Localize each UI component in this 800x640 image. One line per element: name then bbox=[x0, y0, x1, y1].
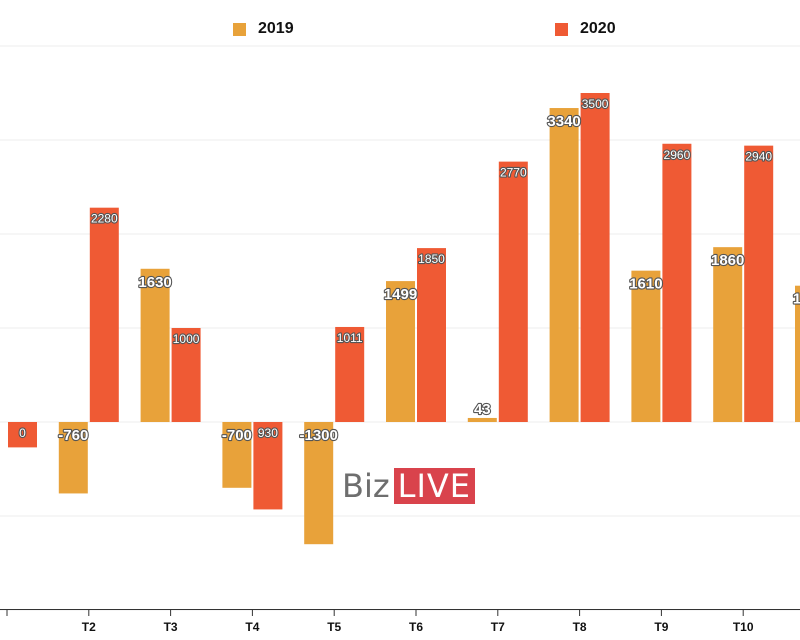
x-tick-label-T10: T10 bbox=[733, 620, 754, 634]
data-label-2020-T5: 1011 bbox=[337, 331, 363, 345]
bar-2020-T8 bbox=[580, 93, 610, 422]
legend-swatch-2020 bbox=[555, 22, 568, 36]
x-axis: T2T3T4T5T6T7T8T9T10T11 bbox=[0, 609, 800, 634]
bar-2020-T4 bbox=[253, 422, 283, 510]
watermark-biz: Biz bbox=[342, 467, 390, 505]
data-label-2019-T3: 1630 bbox=[138, 274, 171, 291]
x-tick-label-T6: T6 bbox=[409, 620, 423, 634]
bar-2020-T9 bbox=[662, 143, 692, 422]
data-label-2020-T9: 2960 bbox=[664, 148, 691, 162]
legend-item-2019: 2019 bbox=[233, 20, 294, 38]
data-label-2020-T7: 2770 bbox=[500, 166, 527, 180]
bar-2020-T5 bbox=[335, 326, 365, 422]
data-label-2020-T8: 3500 bbox=[582, 97, 609, 111]
data-label-2020-T1: 0 bbox=[19, 426, 26, 440]
bar-2019-T4 bbox=[222, 422, 252, 488]
legend-item-2020: 2020 bbox=[555, 20, 616, 38]
bar-2019-T7 bbox=[467, 417, 497, 422]
data-label-2020-T10: 2940 bbox=[745, 150, 772, 164]
bizlive-watermark-logo: Biz LIVE bbox=[342, 467, 476, 505]
data-label-2019-T5: -1300 bbox=[300, 427, 338, 444]
bars bbox=[8, 93, 800, 545]
bar-2019-T9 bbox=[631, 270, 661, 422]
x-tick-label-T4: T4 bbox=[245, 620, 259, 634]
data-label-2019-T7: 43 bbox=[474, 401, 491, 418]
bar-2019-T8 bbox=[549, 108, 579, 422]
bar-2020-T2 bbox=[89, 207, 119, 422]
data-label-2019-T10: 1860 bbox=[711, 252, 744, 269]
data-labels: 0 -760 2280 1630 1000 -700 930 -1300 1011 1499 185… bbox=[18, 96, 800, 445]
data-label-2020-T4: 930 bbox=[258, 426, 278, 440]
x-tick-label-T9: T9 bbox=[654, 620, 668, 634]
bar-2020-T7 bbox=[498, 161, 528, 422]
bar-2019-T2 bbox=[58, 422, 88, 494]
bar-2020-T10 bbox=[744, 145, 774, 422]
data-label-2019-T2: -760 bbox=[58, 427, 88, 444]
data-label-2019-T11: 1450 bbox=[793, 291, 800, 308]
watermark-live: LIVE bbox=[393, 468, 476, 504]
bar-2020-T3 bbox=[171, 328, 201, 422]
x-tick-label-T5: T5 bbox=[327, 620, 341, 634]
data-label-2019-T8: 3340 bbox=[547, 113, 580, 130]
x-tick-label-T8: T8 bbox=[573, 620, 587, 634]
data-label-2019-T4: -700 bbox=[222, 427, 252, 444]
bar-2019-T6 bbox=[386, 281, 415, 422]
data-label-2019-T9: 1610 bbox=[629, 276, 662, 293]
x-tick-label-T3: T3 bbox=[164, 620, 178, 634]
bar-2019-T3 bbox=[140, 268, 170, 422]
bar-2019-T10 bbox=[713, 247, 743, 422]
legend-swatch-2019 bbox=[233, 22, 246, 36]
bar-2019-T11 bbox=[795, 285, 800, 422]
bar-2020-T6 bbox=[417, 248, 446, 422]
data-label-2020-T6: 1850 bbox=[418, 252, 445, 266]
legend: 2019 2020 bbox=[0, 20, 800, 42]
data-label-2020-T2: 2280 bbox=[91, 212, 118, 226]
legend-label-2019: 2019 bbox=[258, 20, 294, 37]
legend-label-2020: 2020 bbox=[580, 20, 616, 37]
data-label-2020-T3: 1000 bbox=[173, 332, 200, 346]
x-tick-label-T7: T7 bbox=[491, 620, 505, 634]
bar-2019-T5 bbox=[304, 422, 334, 545]
data-label-2019-T6: 1499 bbox=[384, 286, 417, 303]
x-tick-label-T2: T2 bbox=[82, 620, 96, 634]
bar-2020-T1 bbox=[8, 422, 37, 448]
